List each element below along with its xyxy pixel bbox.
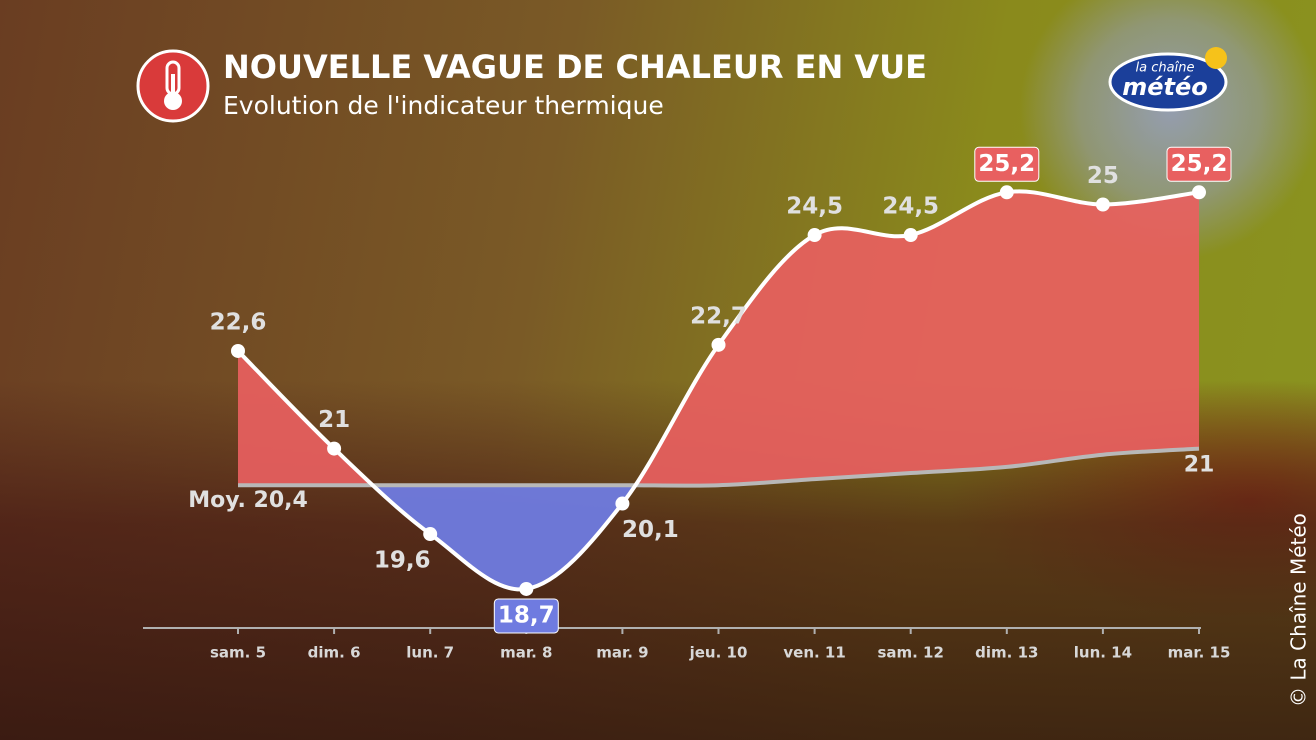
logo-text: météo	[1122, 73, 1208, 101]
point	[999, 185, 1014, 200]
point	[903, 228, 918, 243]
logo: la chaîne météo	[1108, 47, 1228, 112]
x-tick-label: jeu. 10	[689, 644, 748, 662]
credit: © La Chaîne Météo	[1287, 513, 1311, 707]
data-label: 22,7	[690, 303, 747, 329]
point	[423, 527, 438, 542]
x-tick-label: mar. 9	[596, 644, 648, 662]
normal-line	[238, 446, 1200, 488]
x-tick-label: dim. 13	[975, 644, 1038, 662]
logo-text: la chaîne	[1136, 61, 1195, 76]
data-label: 24,5	[882, 194, 939, 220]
point	[519, 581, 534, 596]
x-tick-label: lun. 7	[406, 644, 454, 662]
x-tick-label: lun. 14	[1074, 644, 1132, 662]
point	[807, 228, 822, 243]
point	[711, 337, 726, 352]
x-tick-label: ven. 11	[783, 644, 845, 662]
data-label: 25,2	[978, 151, 1035, 177]
normal-label: Moy. 20,4	[188, 488, 308, 513]
x-tick-label: mar. 15	[1168, 644, 1231, 662]
data-label: 20,1	[622, 517, 679, 543]
point	[1095, 197, 1110, 212]
label-box	[493, 598, 559, 634]
point	[1192, 185, 1206, 200]
data-label: 18,7	[498, 602, 555, 628]
area-below	[238, 448, 1199, 590]
chart-title: NOUVELLE VAGUE DE CHALEUR EN VUE	[223, 48, 927, 86]
label-box	[1166, 146, 1232, 182]
x-tick-label: sam. 12	[877, 644, 943, 662]
area-above	[238, 191, 1199, 486]
data-label: 24,5	[786, 194, 843, 220]
data-label: 25,2	[1171, 151, 1228, 177]
normal-label: 21	[1184, 453, 1215, 478]
point	[231, 343, 245, 358]
data-label: 25	[1087, 163, 1119, 189]
chart-subtitle: Evolution de l'indicateur thermique	[223, 91, 664, 120]
x-tick-label: dim. 6	[308, 644, 361, 662]
x-tick-label: sam. 5	[210, 644, 266, 662]
data-label: 22,6	[210, 309, 267, 335]
thermometer-icon	[136, 49, 210, 123]
data-label: 19,6	[374, 548, 431, 574]
temperature-line	[236, 189, 1200, 592]
label-box	[974, 146, 1040, 182]
point	[615, 496, 630, 511]
x-tick-label: mar. 8	[500, 644, 552, 662]
point	[327, 441, 342, 456]
data-label: 21	[318, 407, 350, 433]
